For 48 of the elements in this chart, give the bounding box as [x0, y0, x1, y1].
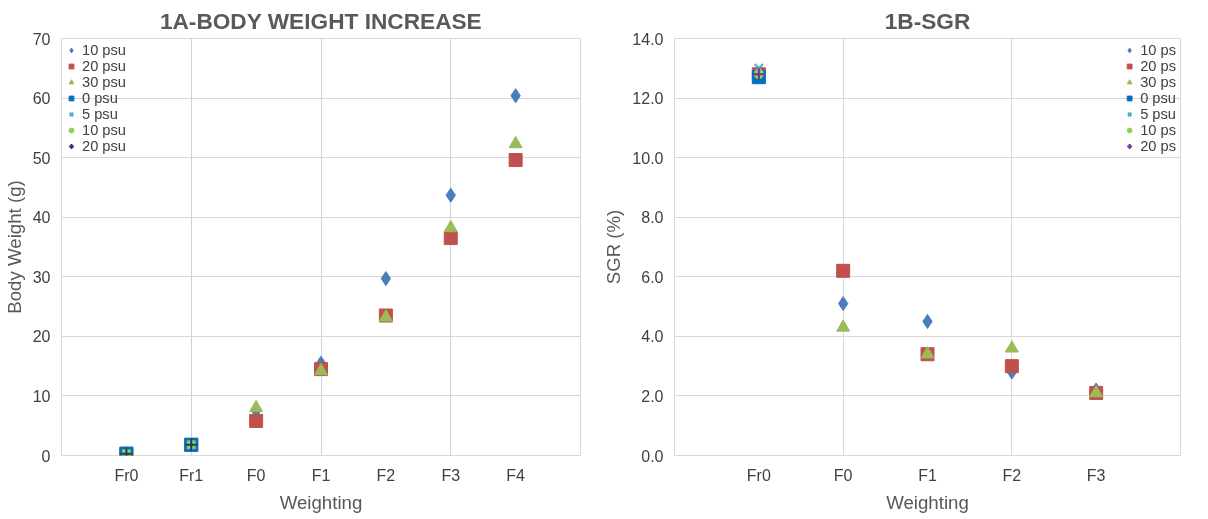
legend-label: 0 psu — [1140, 90, 1176, 106]
legend-label: 10 ps — [1140, 122, 1176, 138]
legend-label: 10 ps — [1140, 42, 1176, 58]
y-axis-title: Body Weight (g) — [3, 180, 25, 314]
y-tick-label: 12.0 — [632, 90, 664, 108]
y-tick-label: 30 — [32, 268, 51, 286]
y-tick-label: 8.0 — [641, 209, 664, 227]
chart-title: 1A-BODY WEIGHT INCREASE — [159, 7, 482, 34]
y-tick-label: 70 — [32, 30, 51, 48]
y-axis-title: SGR (%) — [603, 209, 625, 285]
x-tick-label: F3 — [1086, 466, 1106, 484]
legend-label: 5 psu — [82, 106, 118, 122]
x-axis-title: Weighting — [279, 491, 363, 513]
x-tick-label: Fr1 — [179, 466, 204, 484]
legend-label: 20 psu — [82, 138, 127, 154]
legend-label: 30 psu — [82, 74, 127, 90]
y-tick-label: 10 — [32, 387, 51, 405]
legend-label: 10 psu — [82, 42, 127, 58]
x-tick-label: F3 — [441, 466, 461, 484]
y-tick-label: 4.0 — [641, 328, 664, 346]
legend-label: 20 psu — [82, 58, 127, 74]
y-tick-label: 20 — [32, 328, 51, 346]
x-tick-label: F0 — [833, 466, 853, 484]
legend-label: 10 psu — [82, 122, 127, 138]
legend-label: 30 ps — [1140, 74, 1176, 90]
x-tick-label: F0 — [246, 466, 266, 484]
x-tick-label: F4 — [506, 466, 526, 484]
x-tick-label: F2 — [1002, 466, 1022, 484]
x-tick-label: Fr0 — [114, 466, 139, 484]
legend-label: 5 psu — [1140, 106, 1176, 122]
y-tick-label: 50 — [32, 149, 51, 167]
y-tick-label: 6.0 — [641, 268, 664, 286]
x-tick-label: F1 — [918, 466, 937, 484]
y-tick-label: 10.0 — [632, 149, 664, 167]
x-tick-label: F2 — [376, 466, 396, 484]
y-tick-label: 40 — [32, 209, 51, 227]
y-tick-label: 14.0 — [632, 30, 664, 48]
y-tick-label: 0 — [41, 447, 51, 465]
x-axis-title: Weighting — [886, 491, 969, 513]
legend-label: 0 psu — [82, 90, 118, 106]
y-tick-label: 2.0 — [641, 387, 664, 405]
legend-label: 20 ps — [1140, 138, 1176, 154]
y-tick-label: 60 — [32, 90, 51, 108]
chart-title: 1B-SGR — [884, 7, 971, 34]
legend-label: 20 ps — [1140, 58, 1176, 74]
x-tick-label: F1 — [311, 466, 331, 484]
y-tick-label: 0.0 — [641, 447, 664, 465]
x-tick-label: Fr0 — [746, 466, 771, 484]
